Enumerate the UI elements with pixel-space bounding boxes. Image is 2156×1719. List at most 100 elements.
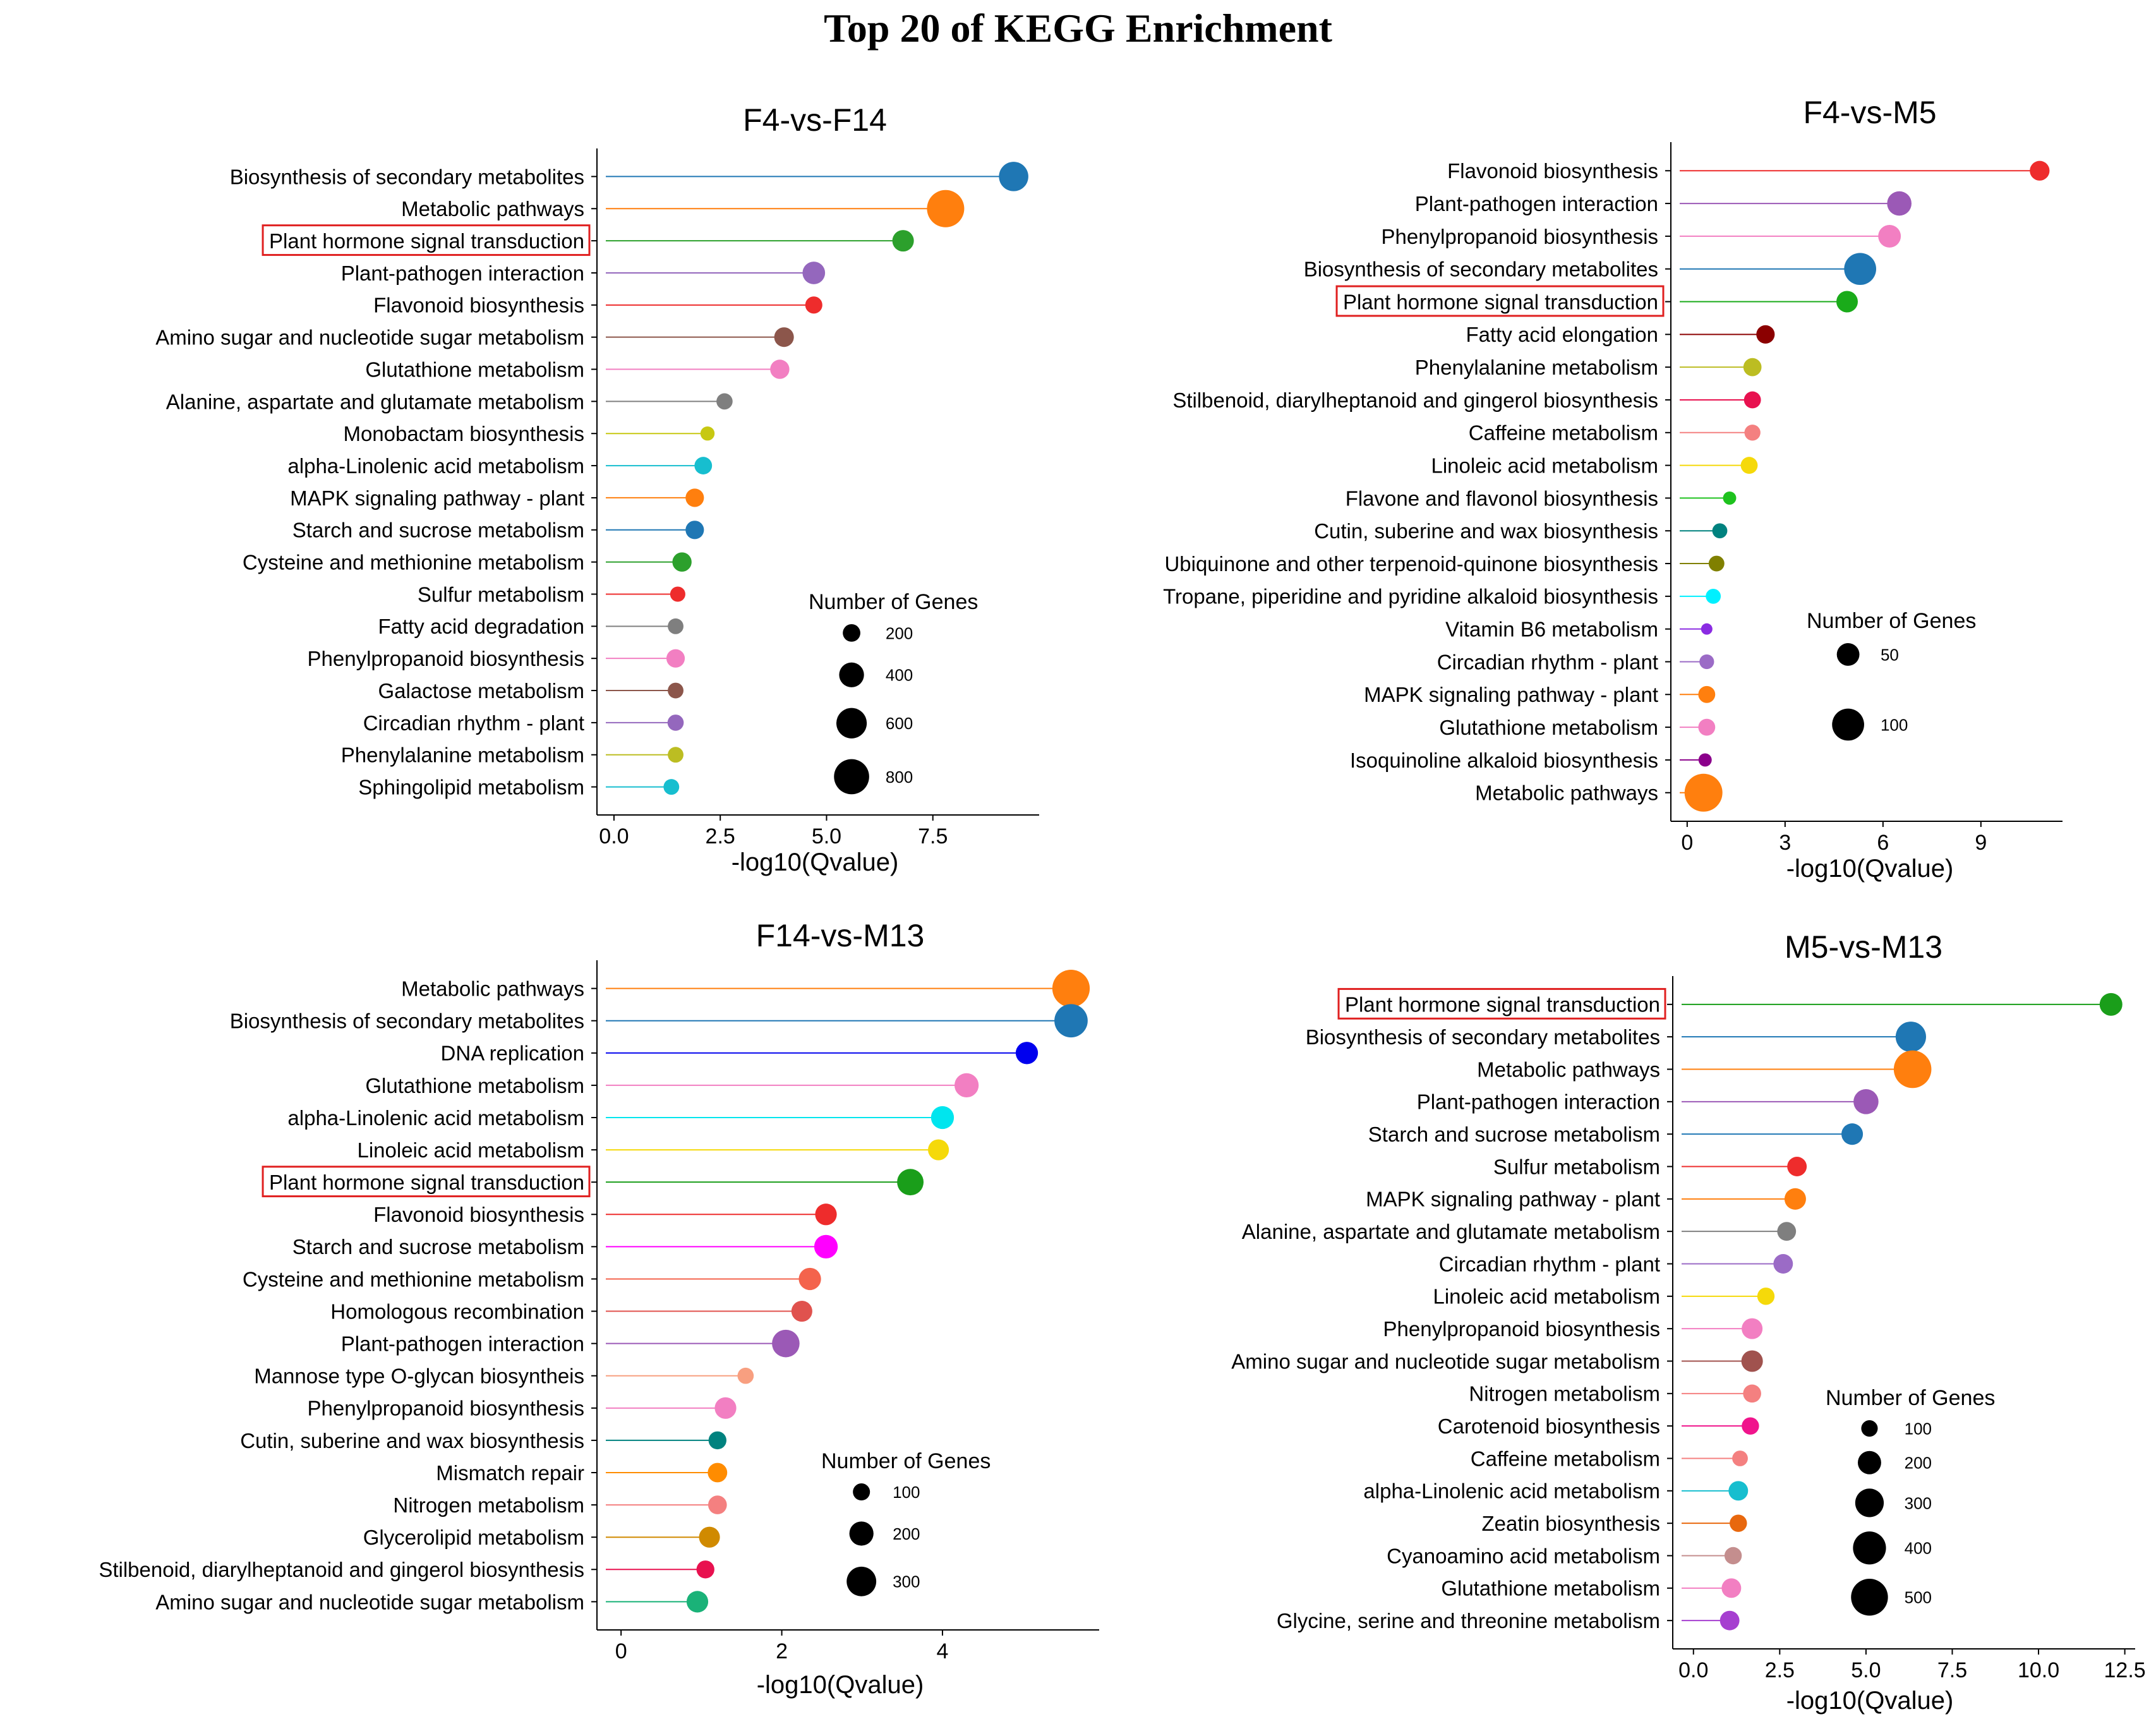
data-point [667, 715, 684, 731]
axis-x-label: -log10(Qvalue) [757, 1671, 924, 1699]
category-label: Glutathione metabolism [365, 358, 584, 381]
x-tick-label: 2 [776, 1639, 788, 1663]
data-point [1724, 1547, 1742, 1565]
category-label: MAPK signaling pathway - plant [1366, 1188, 1660, 1211]
category-label: Fatty acid elongation [1466, 323, 1658, 346]
size-legend-label: 400 [886, 666, 913, 685]
category-label: Phenylpropanoid biosynthesis [1382, 225, 1658, 248]
size-legend-title: Number of Genes [1807, 609, 1976, 633]
category-label: alpha-Linolenic acid metabolism [1363, 1480, 1660, 1503]
category-label: Flavone and flavonol biosynthesis [1346, 486, 1658, 510]
category-label: Flavonoid biosynthesis [1447, 159, 1658, 183]
data-point [663, 779, 680, 795]
size-legend-dot [846, 1566, 877, 1596]
data-point [670, 586, 685, 602]
category-label: Plant-pathogen interaction [1417, 1090, 1660, 1114]
category-label: DNA replication [441, 1042, 584, 1065]
axis-x-label: -log10(Qvalue) [1786, 855, 1954, 883]
category-label: Plant hormone signal transduction [1345, 993, 1660, 1016]
category-label: Alanine, aspartate and glutamate metabol… [1242, 1220, 1660, 1243]
data-point [1844, 253, 1877, 286]
data-point [1015, 1042, 1039, 1065]
category-label: Biosynthesis of secondary metabolites [230, 1010, 584, 1033]
size-legend-label: 300 [893, 1572, 920, 1591]
data-point [1841, 1123, 1864, 1145]
size-legend-dot [1857, 1451, 1881, 1475]
data-point [805, 296, 822, 314]
category-label: Fatty acid degradation [378, 615, 584, 638]
category-label: Caffeine metabolism [1471, 1447, 1660, 1470]
category-label: Zeatin biosynthesis [1482, 1512, 1660, 1535]
category-label: alpha-Linolenic acid metabolism [287, 454, 584, 478]
x-tick-label: 3 [1779, 831, 1791, 855]
size-legend-dot [1853, 1531, 1886, 1565]
data-point [700, 426, 715, 441]
size-legend-title: Number of Genes [1826, 1386, 1995, 1410]
category-label: Biosynthesis of secondary metabolites [1306, 1025, 1660, 1049]
data-point [1684, 773, 1723, 812]
data-point [1887, 191, 1912, 216]
category-label: Vitamin B6 metabolism [1445, 618, 1658, 641]
data-point [714, 1397, 737, 1419]
data-point [1743, 358, 1762, 377]
data-point [699, 1526, 720, 1548]
size-legend-label: 800 [886, 768, 913, 787]
data-point [708, 1463, 728, 1483]
x-tick-label: 5.0 [1851, 1658, 1881, 1682]
size-legend-dot [853, 1483, 870, 1501]
data-point [774, 327, 794, 347]
size-legend-label: 200 [1905, 1454, 1932, 1473]
category-label: Flavonoid biosynthesis [373, 1203, 584, 1226]
category-label: Plant hormone signal transduction [269, 1171, 584, 1194]
data-point [685, 488, 704, 507]
category-label: Circadian rhythm - plant [363, 711, 584, 735]
data-point [694, 457, 713, 474]
data-point [1708, 555, 1725, 572]
x-tick-label: 0.0 [1678, 1658, 1708, 1682]
data-point [668, 618, 684, 634]
data-point [1893, 1050, 1932, 1089]
category-label: Starch and sucrose metabolism [1368, 1123, 1660, 1146]
category-label: Stilbenoid, diarylheptanoid and gingerol… [1172, 389, 1658, 412]
size-legend-label: 500 [1905, 1588, 1932, 1607]
data-point [1777, 1222, 1797, 1241]
category-label: Phenylpropanoid biosynthesis [308, 647, 584, 670]
data-point [685, 521, 704, 540]
category-label: Plant hormone signal transduction [269, 229, 584, 253]
x-tick-label: 0.0 [599, 824, 629, 848]
data-point [802, 262, 826, 284]
size-legend-label: 100 [893, 1483, 920, 1502]
category-label: Metabolic pathways [401, 197, 584, 220]
category-label: Starch and sucrose metabolism [292, 1235, 584, 1258]
category-label: Nitrogen metabolism [393, 1493, 584, 1517]
category-label: Phenylpropanoid biosynthesis [1383, 1317, 1660, 1341]
category-label: Biosynthesis of secondary metabolites [230, 165, 584, 188]
size-legend-dot [1836, 643, 1860, 666]
category-label: Amino sugar and nucleotide sugar metabol… [1231, 1349, 1660, 1373]
category-label: Linoleic acid metabolism [1433, 1285, 1660, 1308]
panel-title: M5-vs-M13 [1785, 929, 1942, 965]
highlight-box [1335, 285, 1665, 317]
category-label: MAPK signaling pathway - plant [290, 486, 584, 510]
data-point [668, 682, 684, 699]
x-tick-label: 2.5 [1765, 1658, 1795, 1682]
data-point [927, 190, 965, 227]
data-point [1740, 457, 1758, 474]
category-label: Alanine, aspartate and glutamate metabol… [166, 390, 584, 413]
data-point [1742, 1318, 1763, 1339]
category-label: alpha-Linolenic acid metabolism [287, 1106, 584, 1130]
data-point [1732, 1451, 1748, 1466]
category-label: Cysteine and methionine metabolism [243, 551, 584, 574]
category-label: Plant-pathogen interaction [341, 262, 584, 285]
category-label: Glutathione metabolism [365, 1074, 584, 1097]
data-point [1706, 588, 1721, 604]
data-point [954, 1073, 979, 1098]
category-label: Galactose metabolism [378, 679, 584, 703]
category-label: Phenylalanine metabolism [1415, 356, 1658, 379]
data-point [1878, 224, 1901, 248]
x-tick-label: 7.5 [918, 824, 948, 848]
category-label: Amino sugar and nucleotide sugar metabol… [155, 1590, 584, 1613]
data-point [666, 649, 685, 668]
panel-title: F4-vs-M5 [1803, 95, 1936, 130]
data-point [686, 1591, 709, 1613]
